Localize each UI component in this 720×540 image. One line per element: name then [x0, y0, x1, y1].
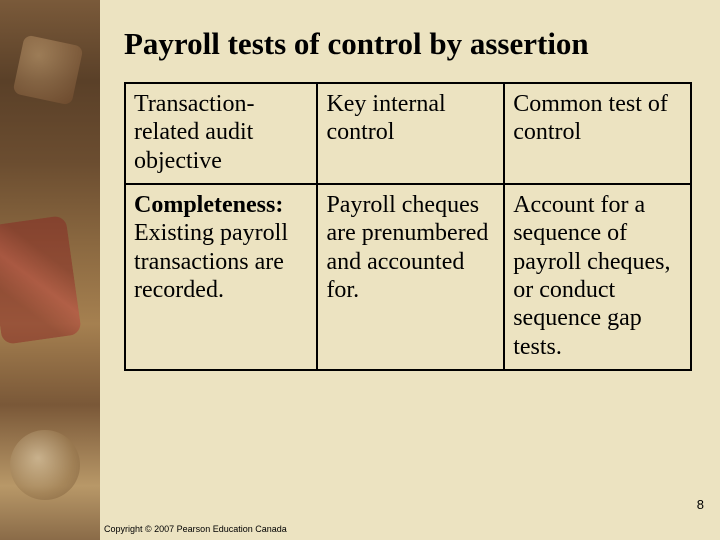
cell-rest: Existing payroll transactions are record…: [134, 220, 288, 303]
table-row: Completeness: Existing payroll transacti…: [125, 184, 691, 370]
table-cell: Account for a sequence of payroll cheque…: [504, 184, 691, 370]
decorative-sidebar: [0, 0, 100, 540]
content-table: Transaction-related audit objective Key …: [124, 82, 692, 371]
slide: Payroll tests of control by assertion Tr…: [0, 0, 720, 540]
table-cell: Payroll cheques are prenumbered and acco…: [317, 184, 504, 370]
table-cell: Transaction-related audit objective: [125, 83, 317, 184]
slide-main: Payroll tests of control by assertion Tr…: [100, 0, 720, 540]
table-cell: Completeness: Existing payroll transacti…: [125, 184, 317, 370]
copyright-text: Copyright © 2007 Pearson Education Canad…: [104, 524, 287, 534]
slide-number: 8: [697, 497, 704, 512]
decorative-ornament: [0, 215, 82, 345]
table-cell: Common test of control: [504, 83, 691, 184]
slide-title: Payroll tests of control by assertion: [124, 26, 692, 62]
bold-lead: Completeness:: [134, 192, 283, 218]
table-cell: Key internal control: [317, 83, 504, 184]
table-row: Transaction-related audit objective Key …: [125, 83, 691, 184]
